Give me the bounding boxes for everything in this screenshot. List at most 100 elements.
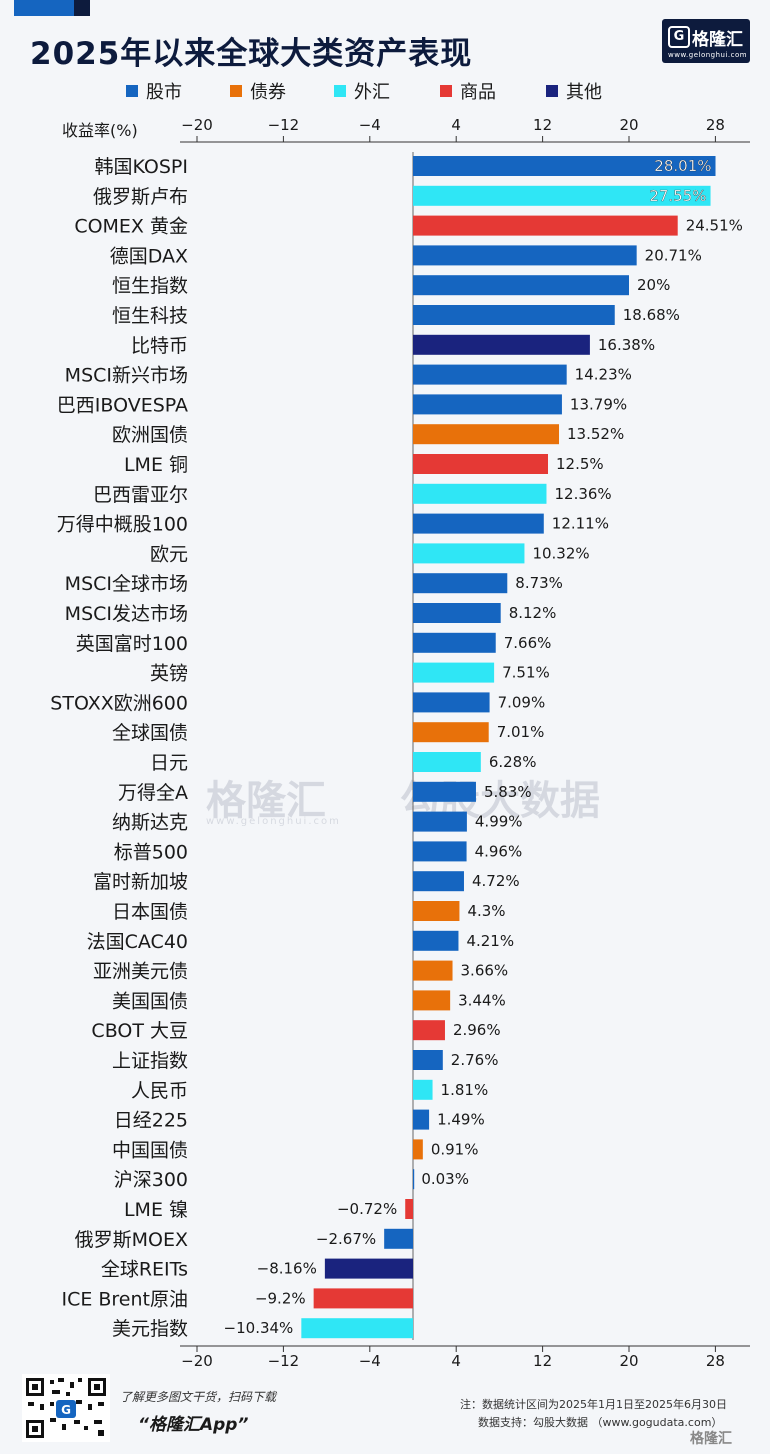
bar [413,275,629,296]
category-label: 俄罗斯卢布 [93,186,188,208]
category-label: 比特币 [131,335,188,357]
qr-code-icon[interactable]: G [22,1374,110,1442]
value-label: 10.32% [532,544,589,562]
x-tick-label-top: 4 [451,116,461,134]
value-label: 2.96% [453,1021,501,1039]
legend-swatch [546,85,558,97]
watermark-url: www.gelonghui.com [206,816,341,827]
bar [413,513,544,534]
category-label: MSCI新兴市场 [65,365,188,387]
bar [413,901,460,921]
bar [413,245,637,266]
category-label: 人民币 [131,1080,188,1102]
category-label: 富时新加坡 [93,871,188,893]
value-label: 3.66% [461,962,509,980]
bar [413,781,476,802]
bar [413,1109,430,1130]
corner-accent-blue [14,0,74,16]
legend-item-commodities: 商品 [440,78,496,104]
footer-cta: 了解更多图文干货，扫码下载 [120,1390,277,1404]
brand-g-icon: G [668,26,690,48]
bar [324,1258,413,1279]
bar [405,1199,413,1219]
brand-url: www.gelonghui.com [668,51,748,59]
watermark-left: 格隆汇 [206,778,326,824]
legend-swatch [440,85,452,97]
value-label: 24.51% [686,217,743,235]
legend-swatch [230,85,242,97]
legend-item-fx: 外汇 [334,78,390,104]
x-tick-label-top: −4 [359,116,381,134]
x-tick-label-bottom: 4 [451,1352,461,1370]
value-label: 4.21% [466,932,514,950]
bar [413,960,453,981]
bar [413,305,615,325]
value-label: 2.76% [451,1051,499,1069]
bar [413,215,678,236]
category-label: 沪深300 [114,1169,188,1191]
x-tick-label-top: 28 [706,116,725,134]
value-label: 7.01% [497,723,545,741]
value-label: −8.16% [257,1260,317,1278]
category-label: MSCI发达市场 [65,603,188,625]
category-label: 亚洲美元债 [93,961,188,983]
legend-label: 其他 [566,82,602,103]
category-label: 中国国债 [112,1139,188,1161]
value-label: 5.83% [484,783,532,801]
corner-accent-navy [74,0,90,16]
category-label: 纳斯达克 [112,812,188,834]
value-label: 20% [637,276,670,294]
bar [413,752,481,772]
bar [413,990,451,1011]
bar [413,573,508,594]
chart-title: 2025年以来全球大类资产表现 [30,36,473,72]
x-axis-title: 收益率(%) [62,121,138,140]
bar [413,632,496,653]
bar [413,454,548,474]
value-label: −9.2% [255,1289,306,1307]
legend-label: 商品 [460,82,496,103]
category-label: 欧元 [150,543,188,565]
legend-label: 外汇 [354,82,390,103]
brand-name: 格隆汇 [692,30,743,50]
category-label: 全球国债 [112,722,188,744]
bar [413,1050,443,1070]
value-label: 27.55% [649,187,706,205]
footer-note: 注：数据统计区间为2025年1月1日至2025年6月30日 [460,1398,727,1411]
svg-text:G: G [61,1403,71,1417]
category-label: 日经225 [114,1110,188,1132]
bar [413,543,525,564]
value-label: 13.52% [567,425,624,443]
bar [413,394,562,415]
x-tick-label-bottom: 28 [706,1352,725,1370]
value-label: 3.44% [458,991,506,1009]
bar [413,1169,415,1190]
bar [413,841,467,862]
bar [313,1288,413,1309]
category-label: CBOT 大豆 [91,1020,188,1042]
bar [413,483,547,504]
value-label: 0.91% [431,1140,479,1158]
legend-item-stocks: 股市 [126,78,182,104]
value-label: 1.81% [441,1081,489,1099]
value-label: 1.49% [437,1111,485,1129]
bar [413,662,495,683]
value-label: 14.23% [575,366,632,384]
category-label: ICE Brent原油 [61,1288,188,1310]
x-tick-label-bottom: −20 [181,1352,213,1370]
x-tick-label-top: 12 [533,116,552,134]
value-label: 4.3% [467,902,505,920]
category-label: 欧洲国债 [112,424,188,446]
category-label: 上证指数 [112,1050,188,1072]
bar [413,930,459,951]
category-label: LME 铜 [124,454,188,476]
category-label: 万得全A [118,782,188,804]
bar [413,185,711,206]
bar [384,1228,413,1249]
value-label: 8.12% [509,604,557,622]
category-label: 日元 [150,752,188,774]
category-label: 法国CAC40 [87,931,188,953]
x-tick-label-top: −20 [181,116,213,134]
category-label: 全球REITs [101,1259,188,1281]
